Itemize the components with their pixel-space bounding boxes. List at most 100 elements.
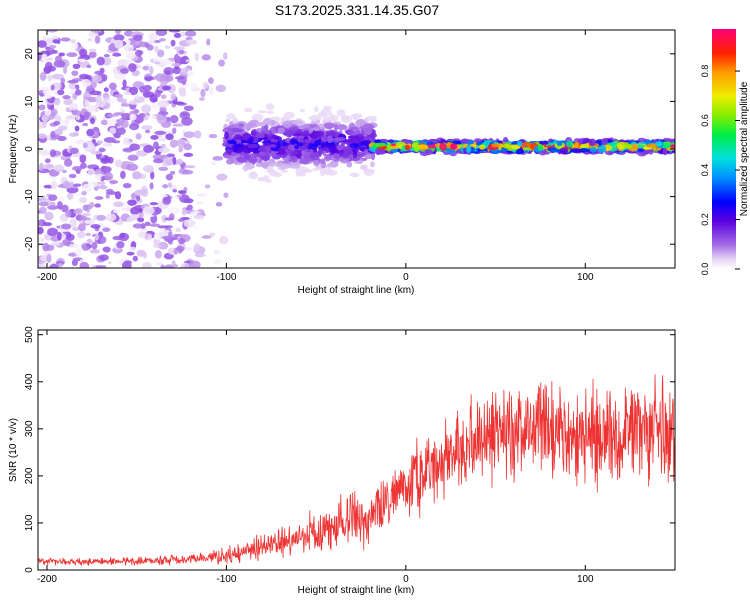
heatmap-cell [108, 82, 117, 90]
heatmap-cell [89, 90, 101, 96]
heatmap-cell [149, 223, 161, 227]
heatmap-cell [272, 162, 280, 166]
heatmap-cell [165, 133, 174, 141]
heatmap-cell [363, 168, 376, 173]
heatmap-cell [348, 138, 360, 145]
heatmap-cell [155, 73, 167, 82]
heatmap-cell [67, 177, 73, 183]
heatmap-cell [95, 265, 107, 268]
heatmap-cell [601, 138, 608, 146]
heatmap-cell [88, 48, 97, 53]
heatmap-cell [142, 84, 152, 92]
heatmap-cell [215, 201, 223, 207]
heatmap-cell [213, 259, 222, 265]
heatmap-cell [120, 68, 129, 74]
heatmap-cell [200, 88, 206, 98]
heatmap-cell [537, 143, 543, 151]
heatmap-cell [162, 184, 169, 189]
heatmap-cell [48, 194, 58, 201]
heatmap-cell [317, 112, 328, 118]
heatmap-cell [91, 241, 98, 250]
snr-y-label: SNR (10 * v/v) [8, 418, 19, 482]
heatmap-cell [258, 151, 266, 156]
heatmap-cell [579, 143, 590, 150]
heatmap-cell [42, 242, 50, 252]
heatmap-cell [178, 146, 183, 153]
heatmap-cell [94, 70, 104, 75]
heatmap-cell [404, 144, 411, 151]
heatmap-cell [74, 247, 82, 257]
heatmap-cell [149, 65, 154, 75]
heatmap-cell [175, 55, 181, 62]
heatmap-cell [152, 154, 164, 160]
heatmap-cell [50, 180, 58, 190]
heatmap-cell [65, 210, 72, 218]
heatmap-cell [255, 162, 264, 168]
heatmap-cell [291, 120, 303, 125]
heatmap-cell [244, 153, 251, 161]
heatmap-cell [264, 151, 271, 156]
heatmap-cell [181, 80, 187, 86]
heatmap-cell [145, 129, 151, 134]
heatmap-cell [129, 143, 141, 151]
heatmap-cell [176, 245, 185, 252]
heatmap-cell [176, 158, 183, 165]
snr-y-tick-label: 300 [24, 420, 35, 437]
heatmap-cell [98, 254, 109, 261]
heatmap-cell [222, 127, 233, 134]
heatmap-cell [416, 144, 429, 150]
heatmap-cell [98, 184, 108, 190]
heatmap-cell [185, 39, 198, 45]
heatmap-cell [158, 137, 167, 142]
heatmap-cell [96, 140, 104, 145]
heatmap-cell [79, 154, 87, 164]
heatmap-cell [86, 64, 92, 69]
snr-x-tick-label: 0 [403, 574, 409, 585]
heatmap-cell [154, 89, 162, 98]
heatmap-cell [312, 167, 319, 172]
heatmap-cell [309, 152, 320, 160]
heatmap-cell [361, 139, 372, 146]
heatmap-cell [61, 204, 69, 213]
heatmap-cell [54, 114, 62, 123]
heatmap-cell [589, 146, 597, 153]
heatmap-cell [116, 240, 125, 249]
heatmap-cell [194, 52, 200, 62]
heatmap-cell [66, 192, 74, 200]
heatmap-cell [51, 50, 59, 54]
heatmap-cell [94, 203, 102, 208]
heatmap-cell [461, 144, 468, 148]
heatmap-cell [160, 264, 166, 268]
heatmap-cell [227, 140, 238, 145]
heatmap-cell [146, 44, 154, 51]
heatmap-cell [119, 232, 126, 239]
heatmap-cell [226, 158, 234, 165]
heatmap-cell [173, 101, 185, 105]
heatmap-cell [58, 263, 63, 268]
heatmap-cell [136, 194, 141, 202]
heatmap-cell [231, 151, 236, 157]
heatmap-cell [509, 145, 521, 150]
heatmap-cell [210, 160, 216, 166]
heatmap-cell [132, 171, 137, 180]
snr-x-tick-label: -200 [37, 574, 57, 585]
heatmap-cell [249, 152, 259, 158]
heatmap-cell [103, 54, 110, 58]
heatmap-cell [68, 132, 78, 137]
heatmap-cell [265, 145, 271, 152]
heatmap-cell [49, 105, 55, 110]
snr-y-tick-label: 100 [24, 514, 35, 531]
heatmap-cell [64, 117, 70, 126]
heatmap-cell [347, 135, 359, 139]
heatmap-cell [242, 133, 252, 139]
heatmap-cell [63, 100, 73, 106]
snr-axes: -200 -100 0 100 0 100 200 300 400 500 [24, 326, 675, 585]
heatmap-cell [180, 31, 186, 37]
heatmap-cell [102, 227, 111, 233]
snr-y-tick-label: 500 [24, 326, 35, 343]
heatmap-cell [201, 235, 212, 239]
heatmap-cell [44, 211, 54, 221]
heatmap-cell [132, 34, 143, 41]
heatmap-cell [74, 125, 80, 132]
